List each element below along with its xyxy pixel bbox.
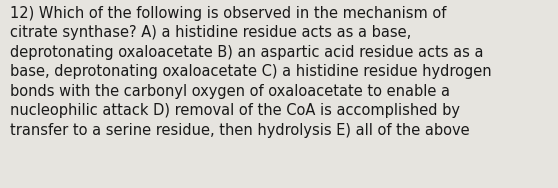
Text: 12) Which of the following is observed in the mechanism of
citrate synthase? A) : 12) Which of the following is observed i…: [10, 6, 492, 138]
